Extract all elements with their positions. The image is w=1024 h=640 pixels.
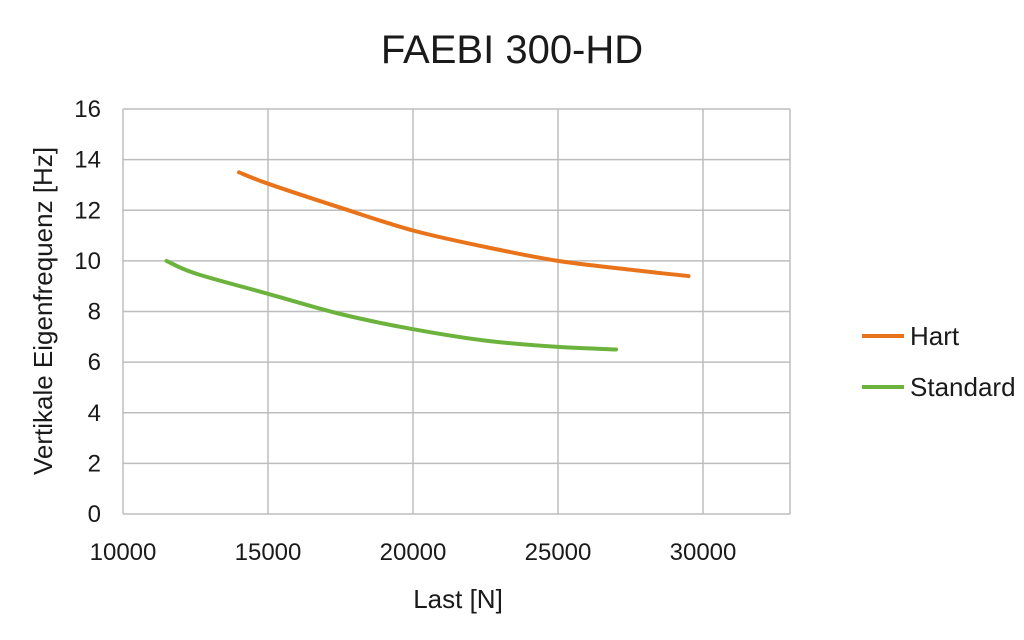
y-tick-label: 4 — [88, 400, 101, 427]
y-tick-label: 14 — [74, 147, 101, 174]
x-axis-label: Last [N] — [413, 584, 503, 614]
chart-title: FAEBI 300-HD — [381, 28, 643, 72]
grid-lines — [122, 108, 791, 515]
series-line-hart — [237, 170, 691, 279]
legend-label-standard: Standard — [910, 372, 1016, 402]
y-tick-label: 2 — [88, 450, 101, 477]
x-tick-label: 20000 — [380, 539, 447, 566]
y-tick-label: 12 — [74, 197, 101, 224]
y-tick-label: 16 — [74, 96, 101, 123]
legend: Hart Standard — [862, 321, 1016, 402]
legend-label-hart: Hart — [910, 321, 960, 351]
y-tick-label: 6 — [88, 349, 101, 376]
x-tick-label: 25000 — [525, 539, 592, 566]
x-tick-label: 10000 — [90, 539, 157, 566]
x-tick-label: 30000 — [670, 539, 737, 566]
y-tick-label: 0 — [88, 501, 101, 528]
x-tick-label: 15000 — [235, 539, 302, 566]
x-axis-ticks: 10000 15000 20000 25000 30000 — [90, 539, 737, 566]
y-tick-label: 8 — [88, 299, 101, 326]
y-axis-ticks: 0 2 4 6 8 10 12 14 16 — [74, 96, 101, 528]
y-tick-label: 10 — [74, 248, 101, 275]
series-line-standard — [164, 258, 618, 352]
data-series — [164, 170, 691, 352]
y-axis-label: Vertikale Eigenfrequenz [Hz] — [28, 147, 58, 475]
